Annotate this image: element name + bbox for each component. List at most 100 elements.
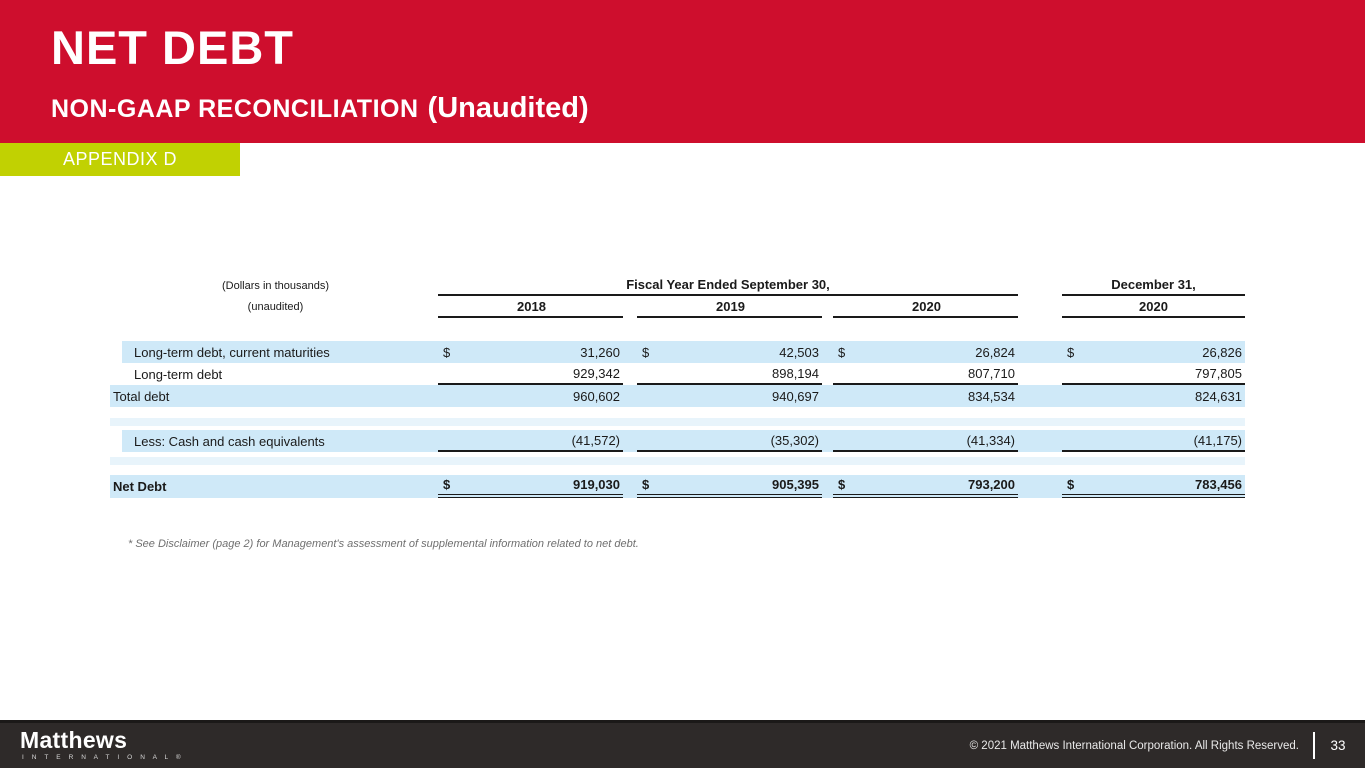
table-row-long-term-debt: Long-term debt 929,342 898,194 807,710 7…: [122, 363, 1245, 385]
column-gap: [623, 341, 637, 363]
value-cell: 807,710: [833, 363, 1018, 385]
spacer: [110, 318, 1245, 341]
dollar-sign: $: [838, 344, 846, 360]
cell-value: 26,824: [975, 344, 1015, 360]
row-label: Less: Cash and cash equivalents: [134, 433, 325, 449]
column-gap: [623, 363, 637, 385]
column-gap: [1018, 363, 1062, 385]
column-gap: [1018, 341, 1062, 363]
cell-value: 940,697: [772, 388, 819, 404]
column-gap: [822, 341, 833, 363]
column-gap: [822, 296, 833, 318]
copyright-text: © 2021 Matthews International Corporatio…: [969, 739, 1299, 752]
column-gap: [822, 430, 833, 452]
cell-value: 960,602: [573, 388, 620, 404]
appendix-label: APPENDIX D: [62, 149, 178, 169]
dollar-sign: $: [1067, 344, 1075, 360]
value-cell: $26,824: [833, 341, 1018, 363]
row-label: Long-term debt, current maturities: [134, 344, 330, 360]
cell-value: 807,710: [968, 365, 1015, 381]
table-row-less-cash: Less: Cash and cash equivalents (41,572)…: [122, 430, 1245, 452]
value-cell: 929,342: [438, 363, 623, 385]
spacer: [110, 465, 1245, 475]
cell-value: (41,175): [1193, 432, 1242, 448]
value-cell: 940,697: [637, 385, 822, 407]
value-cell: $793,200: [833, 475, 1018, 498]
cell-value: 929,342: [573, 365, 620, 381]
value-cell: 960,602: [438, 385, 623, 407]
dollar-sign: $: [838, 477, 846, 492]
subtitle-caps: NON-GAAP RECONCILIATION: [51, 95, 419, 123]
value-cell: $31,260: [438, 341, 623, 363]
spacer: [110, 407, 1245, 418]
row-label: Long-term debt: [134, 366, 223, 382]
footer-bar: Matthews I N T E R N A T I O N A L ® © 2…: [0, 720, 1365, 768]
row-label: Net Debt: [113, 479, 167, 494]
unaudited-note: (unaudited): [247, 301, 304, 313]
year-header-2018: 2018: [438, 296, 623, 318]
value-cell: (35,302): [637, 430, 822, 452]
cell-value: 42,503: [779, 344, 819, 360]
disclaimer-footnote: * See Disclaimer (page 2) for Management…: [128, 538, 639, 550]
value-cell: $26,826: [1062, 341, 1245, 363]
column-gap: [1018, 275, 1062, 296]
cell-value: 905,395: [772, 477, 819, 492]
footer-divider: [1313, 732, 1315, 759]
spacer-band: [110, 457, 1245, 465]
cell-value: 797,805: [1195, 365, 1242, 381]
spacer-band: [110, 418, 1245, 426]
page-subtitle: NON-GAAP RECONCILIATION (Unaudited): [51, 92, 589, 125]
cell-value: 31,260: [580, 344, 620, 360]
cell-value: 824,631: [1195, 388, 1242, 404]
units-note: (Dollars in thousands): [222, 279, 329, 292]
column-gap: [1018, 385, 1062, 407]
column-gap: [1018, 475, 1062, 498]
column-gap: [822, 363, 833, 385]
table-header-row-groups: (Dollars in thousands) Fiscal Year Ended…: [110, 275, 1245, 296]
page-title: NET DEBT: [51, 21, 294, 74]
matthews-logo: Matthews I N T E R N A T I O N A L ®: [20, 729, 184, 762]
cell-value: 919,030: [573, 477, 620, 492]
column-gap: [623, 475, 637, 498]
appendix-badge: APPENDIX D: [0, 143, 240, 176]
year-header-dec-2020: 2020: [1062, 296, 1245, 318]
net-debt-table: (Dollars in thousands) Fiscal Year Ended…: [110, 275, 1245, 498]
dollar-sign: $: [1067, 477, 1075, 492]
column-gap: [623, 430, 637, 452]
table-row-net-debt: Net Debt $919,030 $905,395 $793,200 $783…: [110, 475, 1245, 498]
cell-value: (41,572): [571, 432, 620, 448]
header-band: NET DEBT NON-GAAP RECONCILIATION (Unaudi…: [0, 0, 1365, 143]
column-gap: [1018, 430, 1062, 452]
value-cell: 898,194: [637, 363, 822, 385]
dollar-sign: $: [642, 344, 650, 360]
table-row-total-debt: Total debt 960,602 940,697 834,534 824,6…: [110, 385, 1245, 407]
column-gap: [1018, 296, 1062, 318]
cell-value: 793,200: [968, 477, 1015, 492]
logo-subtext: I N T E R N A T I O N A L ®: [22, 754, 184, 762]
cell-value: 26,826: [1202, 344, 1242, 360]
value-cell: (41,572): [438, 430, 623, 452]
value-cell: $905,395: [637, 475, 822, 498]
column-gap: [623, 296, 637, 318]
column-gap: [623, 385, 637, 407]
cell-value: 898,194: [772, 365, 819, 381]
dollar-sign: $: [642, 477, 650, 492]
row-label: Total debt: [113, 388, 170, 404]
december-group-header: December 31,: [1062, 275, 1245, 296]
subtitle-unaudited: (Unaudited): [427, 92, 589, 124]
value-cell: $42,503: [637, 341, 822, 363]
logo-wordmark: Matthews: [20, 727, 128, 754]
value-cell: $783,456: [1062, 475, 1245, 498]
value-cell: 797,805: [1062, 363, 1245, 385]
cell-value: (35,302): [770, 432, 819, 448]
fiscal-year-group-header: Fiscal Year Ended September 30,: [438, 275, 1018, 296]
cell-value: 783,456: [1195, 477, 1242, 492]
table-row-current-maturities: Long-term debt, current maturities $31,2…: [122, 341, 1245, 363]
dollar-sign: $: [443, 477, 451, 492]
value-cell: $919,030: [438, 475, 623, 498]
dollar-sign: $: [443, 344, 451, 360]
column-gap: [822, 385, 833, 407]
value-cell: (41,334): [833, 430, 1018, 452]
table-header-row-years: (unaudited) 2018 2019 2020 2020: [110, 296, 1245, 318]
